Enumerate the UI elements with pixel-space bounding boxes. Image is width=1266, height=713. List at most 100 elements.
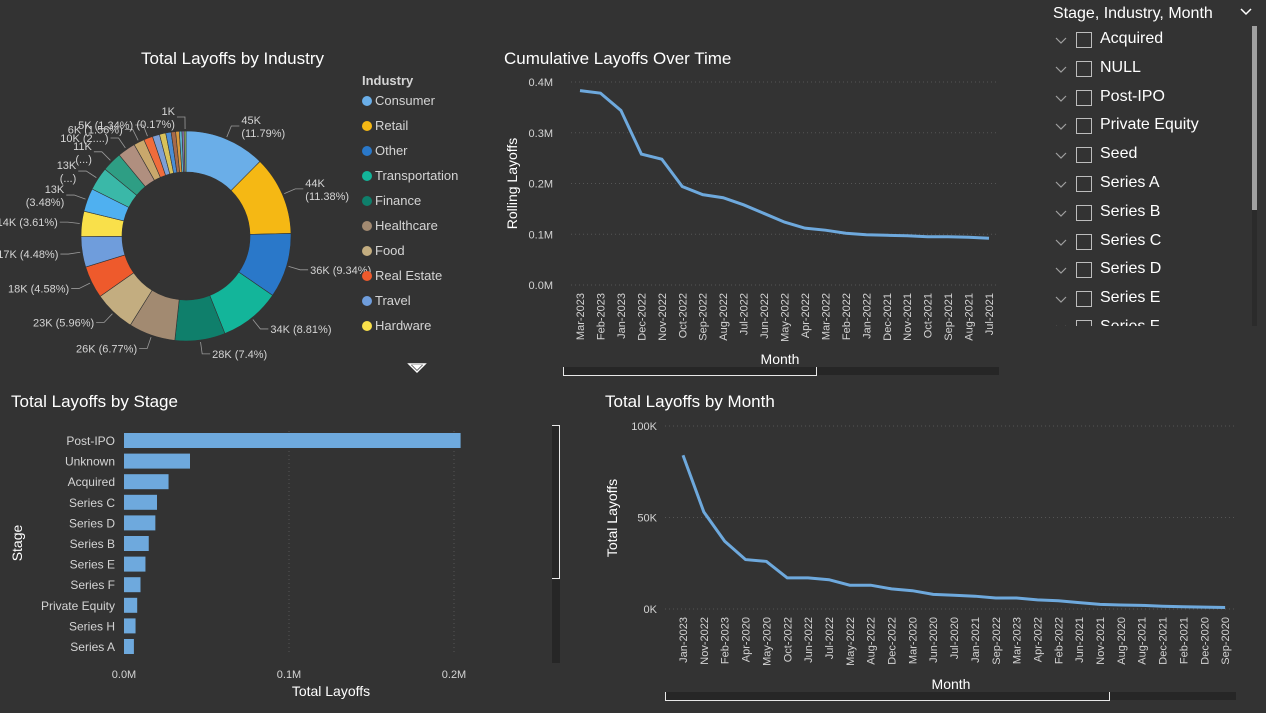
category-label: Series F: [70, 578, 115, 592]
x-tick-label: Mar-2023: [1012, 617, 1024, 664]
slicer-item[interactable]: Acquired: [1046, 28, 1246, 54]
slicer-item[interactable]: NULL: [1046, 57, 1246, 83]
x-tick-label: Jun-2022: [803, 617, 815, 663]
stage-vscroll-thumb[interactable]: [552, 425, 560, 579]
donut-leader-line: [78, 170, 97, 178]
x-tick-label: 0.0M: [112, 669, 136, 681]
slicer-checkbox[interactable]: [1076, 32, 1092, 48]
stage-vscroll-track[interactable]: [552, 425, 560, 663]
legend-marker: [362, 221, 372, 231]
bar: [124, 536, 149, 551]
industry-legend: Consumer Retail Other Transportation Finance…: [362, 92, 470, 342]
slicer-checkbox[interactable]: [1076, 291, 1092, 308]
donut-leader-line: [284, 188, 304, 195]
cumulative-scrollbar[interactable]: [563, 367, 999, 375]
slicer-item[interactable]: Series D: [1046, 258, 1246, 284]
x-axis-title: Month: [761, 351, 800, 367]
legend-item[interactable]: Travel: [362, 292, 411, 310]
expand-chevron-icon[interactable]: [1054, 149, 1068, 163]
y-tick-label: 0.1M: [529, 229, 553, 241]
slicer-checkbox[interactable]: [1076, 118, 1092, 135]
slicer-checkbox[interactable]: [1076, 89, 1092, 106]
expand-chevron-icon[interactable]: [1054, 264, 1068, 278]
x-tick-label: Dec-2020: [1199, 617, 1211, 665]
legend-item[interactable]: Other: [362, 142, 408, 160]
x-tick-label: Feb-2022: [841, 293, 853, 340]
expand-chevron-icon[interactable]: [1054, 236, 1068, 250]
x-tick-label: Dec-2021: [1158, 617, 1170, 665]
donut-data-label: 5K (1.34%): [78, 120, 133, 132]
x-tick-label: Apr-2022: [1032, 617, 1044, 662]
donut-data-label: 36K (9.34%): [310, 265, 371, 277]
x-tick-label: Sep-2022: [698, 293, 710, 341]
expand-chevron-icon[interactable]: [1054, 92, 1068, 106]
bar: [124, 433, 461, 448]
legend-item[interactable]: Transportation: [362, 167, 458, 185]
category-label: Series C: [69, 496, 115, 510]
expand-chevron-icon[interactable]: [1054, 178, 1068, 192]
slicer-checkbox[interactable]: [1076, 176, 1092, 192]
stage-bar-visual: Total Layoffs by Stage 0.0M 0.1M 0.2M Post-…: [0, 383, 590, 713]
x-tick-label: Feb-2021: [1178, 617, 1190, 664]
slicer-item[interactable]: Series C: [1046, 230, 1246, 256]
month-chart-title: Total Layoffs by Month: [605, 392, 775, 411]
slicer-item[interactable]: Series B: [1046, 201, 1246, 227]
legend-item[interactable]: Healthcare: [362, 217, 438, 235]
expand-chevron-icon[interactable]: [1054, 293, 1068, 307]
donut-leader-line: [139, 337, 152, 349]
slicer-item[interactable]: Seed: [1046, 143, 1246, 169]
x-tick-label: Sep-2020: [1220, 617, 1232, 665]
slicer-checkbox[interactable]: [1076, 233, 1092, 250]
expand-chevron-icon[interactable]: [1054, 322, 1068, 326]
slicer-item-label: Series F: [1100, 318, 1160, 326]
donut-data-label: (...): [75, 154, 92, 166]
slicer-checkbox[interactable]: [1076, 60, 1092, 77]
slicer-item-label: Seed: [1100, 145, 1138, 163]
slicer-list: Acquired NULL Post-IPO Private Equity Seed Se…: [1046, 28, 1246, 326]
slicer-item[interactable]: Series A: [1046, 172, 1246, 198]
legend-item[interactable]: Hardware: [362, 317, 431, 335]
expand-chevron-icon[interactable]: [1054, 120, 1068, 134]
slicer-checkbox[interactable]: [1076, 204, 1092, 221]
legend-item[interactable]: Consumer: [362, 92, 435, 110]
series-line: [681, 454, 1226, 610]
category-label: Private Equity: [41, 599, 115, 613]
legend-marker: [362, 321, 372, 331]
donut-leader-line: [252, 319, 269, 330]
slicer-item[interactable]: Series F: [1046, 316, 1246, 326]
slicer-checkbox[interactable]: [1076, 147, 1092, 164]
x-tick-label: Aug-2022: [718, 293, 730, 341]
legend-item[interactable]: Finance: [362, 192, 421, 210]
chevron-down-icon[interactable]: [1238, 4, 1254, 20]
legend-item[interactable]: Real Estate: [362, 267, 442, 285]
donut-leader-line: [110, 137, 126, 149]
legend-label: Transportation: [375, 168, 459, 183]
slicer-scrollbar-thumb[interactable]: [1252, 26, 1257, 210]
legend-item[interactable]: Food: [362, 242, 405, 260]
x-tick-label: Dec-2022: [636, 293, 648, 341]
slicer-item[interactable]: Post-IPO: [1046, 86, 1246, 112]
legend-marker: [362, 96, 372, 106]
expand-chevron-icon[interactable]: [1054, 63, 1068, 77]
cumulative-scrollbar-thumb[interactable]: [563, 367, 817, 376]
month-scrollbar-thumb[interactable]: [665, 692, 1110, 701]
slicer-checkbox[interactable]: [1076, 320, 1092, 326]
donut-data-label: 17K (4.48%): [0, 249, 58, 261]
more-options-icon[interactable]: [407, 362, 427, 374]
expand-chevron-icon[interactable]: [1054, 207, 1068, 221]
month-line-visual: Total Layoffs by Month 100K 50K 0K Jan-2023…: [597, 383, 1257, 713]
slicer-item[interactable]: Series E: [1046, 287, 1246, 313]
x-tick-label: Oct-2021: [923, 293, 935, 338]
x-tick-label: Jul-2020: [949, 617, 961, 659]
donut-leader-line: [200, 341, 211, 355]
slicer-item[interactable]: Private Equity: [1046, 114, 1246, 140]
donut-leader-line: [288, 266, 309, 271]
x-tick-label: Dec-2022: [887, 617, 899, 665]
expand-chevron-icon[interactable]: [1054, 34, 1068, 48]
month-scrollbar[interactable]: [665, 692, 1236, 700]
legend-item[interactable]: Retail: [362, 117, 408, 135]
slicer-checkbox[interactable]: [1076, 262, 1092, 279]
x-tick-label: Mar-2023: [575, 293, 587, 340]
industry-donut-visual: Total Layoffs by Industry 45K (11.79%) 44K…: [0, 40, 470, 380]
legend-marker: [362, 271, 372, 281]
